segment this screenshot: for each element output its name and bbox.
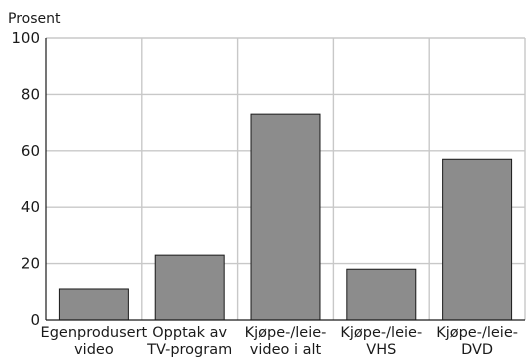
bars xyxy=(58,113,513,321)
y-tick-80: 80 xyxy=(21,85,40,103)
y-axis-label: Prosent xyxy=(8,11,61,27)
y-tick-60: 60 xyxy=(21,142,40,160)
bar-1 xyxy=(154,254,225,321)
bar-3 xyxy=(346,268,417,321)
x-label-4-line-1: DVD xyxy=(461,342,493,358)
x-label-3-line-0: Kjøpe-/leie- xyxy=(340,325,422,341)
axes xyxy=(45,38,525,321)
bar-4 xyxy=(442,158,513,321)
x-label-1-line-1: TV-program xyxy=(146,342,232,358)
x-label-0-line-1: video xyxy=(74,342,114,358)
y-tick-labels: 0 20 40 60 80 100 xyxy=(11,29,40,329)
x-label-2-line-0: Kjøpe-/leie- xyxy=(245,325,327,341)
x-label-4-line-0: Kjøpe-/leie- xyxy=(436,325,518,341)
x-label-1-line-0: Opptak av xyxy=(152,325,227,341)
y-tick-40: 40 xyxy=(21,198,40,216)
y-tick-100: 100 xyxy=(11,29,40,47)
x-label-0-line-0: Egenprodusert xyxy=(41,325,148,341)
x-label-2-line-1: video i alt xyxy=(250,342,322,358)
y-tick-0: 0 xyxy=(30,311,40,329)
bar-0 xyxy=(58,288,129,321)
x-label-3-line-1: VHS xyxy=(366,342,396,358)
bar-2 xyxy=(250,113,321,321)
y-tick-20: 20 xyxy=(21,255,40,273)
